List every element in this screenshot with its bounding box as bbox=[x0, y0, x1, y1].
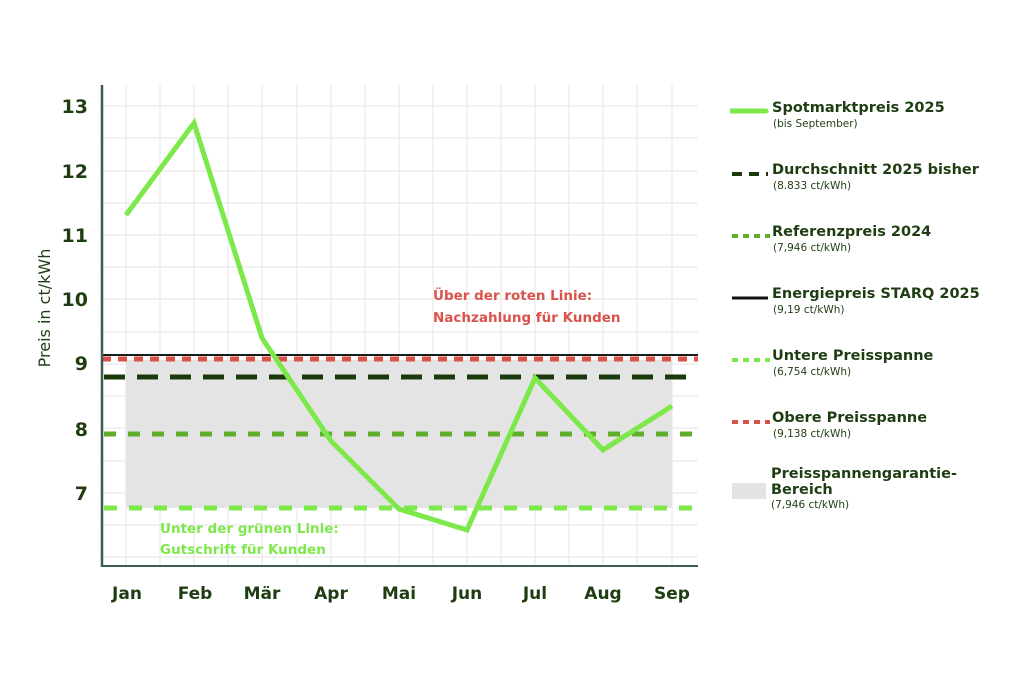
legend-sub: (9,138 ct/kWh) bbox=[773, 428, 852, 440]
legend-title: Durchschnitt 2025 bisher bbox=[772, 162, 979, 178]
y-tick-labels: 13 12 11 10 9 8 7 bbox=[62, 96, 88, 505]
legend-title: Untere Preisspanne bbox=[772, 348, 934, 364]
x-tick: Aug bbox=[584, 584, 621, 604]
legend-title: Referenzpreis 2024 bbox=[772, 224, 932, 240]
annotation-green-line1: Unter der grünen Linie: bbox=[160, 521, 339, 537]
legend-title: Obere Preisspanne bbox=[772, 410, 928, 426]
y-tick: 12 bbox=[62, 161, 88, 183]
legend-sub: (7,946 ct/kWh) bbox=[773, 242, 852, 254]
legend-sub: (bis September) bbox=[773, 118, 858, 130]
dashed-line-swatch-icon bbox=[732, 358, 770, 362]
x-tick: Sep bbox=[654, 584, 690, 604]
legend-sub: (6,754 ct/kWh) bbox=[773, 366, 852, 378]
x-tick: Mär bbox=[244, 584, 281, 604]
x-tick: Feb bbox=[178, 584, 213, 604]
legend-sub: (9,19 ct/kWh) bbox=[773, 304, 845, 316]
x-tick: Jun bbox=[451, 584, 483, 604]
dashed-line-swatch-icon bbox=[732, 172, 768, 176]
y-axis-label: Preis in ct/kWh bbox=[35, 249, 54, 368]
y-tick: 10 bbox=[62, 289, 88, 311]
dashed-line-swatch-icon bbox=[732, 234, 770, 238]
y-tick: 7 bbox=[75, 483, 88, 505]
dotted-line-swatch-icon bbox=[732, 420, 770, 424]
x-tick: Mai bbox=[382, 584, 416, 604]
legend-sub: (7,946 ct/kWh) bbox=[771, 499, 850, 511]
annotation-red-line1: Über der roten Linie: bbox=[433, 286, 592, 304]
legend-title: Spotmarktpreis 2025 bbox=[772, 100, 945, 116]
legend-sub: (8.833 ct/kWh) bbox=[773, 180, 852, 192]
y-tick: 11 bbox=[62, 225, 88, 247]
legend-title-line2: Bereich bbox=[771, 482, 833, 498]
y-tick: 9 bbox=[75, 353, 88, 375]
x-tick-labels: Jan Feb Mär Apr Mai Jun Jul Aug Sep bbox=[111, 584, 690, 604]
spotmarktpreis-line bbox=[123, 117, 674, 534]
annotation-red-line2: Nachzahlung für Kunden bbox=[433, 310, 621, 326]
legend-title: Preisspannengarantie- bbox=[771, 466, 957, 482]
solid-line-swatch-icon bbox=[732, 296, 768, 300]
x-tick: Jul bbox=[522, 584, 547, 604]
x-tick: Jan bbox=[111, 584, 142, 604]
annotation-green-line2: Gutschrift für Kunden bbox=[160, 542, 326, 558]
x-tick: Apr bbox=[314, 584, 348, 604]
shaded-area-swatch-icon bbox=[732, 483, 766, 499]
y-tick: 8 bbox=[75, 419, 88, 441]
solid-line-swatch-icon bbox=[730, 108, 769, 114]
legend-title: Energiepreis STARQ 2025 bbox=[772, 286, 980, 302]
y-tick: 13 bbox=[62, 96, 88, 118]
